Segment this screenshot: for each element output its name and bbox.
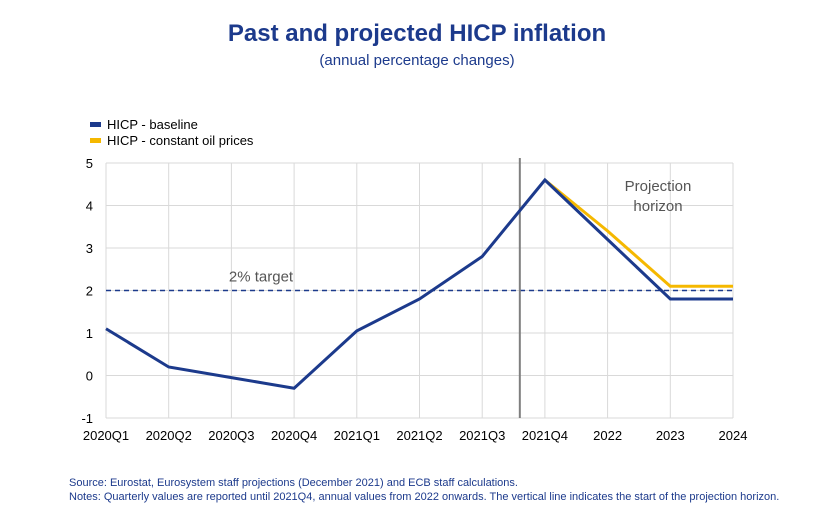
y-tick-label: 0 <box>86 369 93 384</box>
legend-label-baseline: HICP - baseline <box>107 116 198 132</box>
series-line-baseline <box>105 177 733 390</box>
legend-item-baseline: HICP - baseline <box>90 116 253 132</box>
x-tick-label: 2021Q3 <box>459 428 505 443</box>
chart-title: Past and projected HICP inflation <box>227 20 607 47</box>
x-tick-label: 2021Q4 <box>522 428 568 443</box>
y-tick-label: -1 <box>81 411 93 426</box>
legend-swatch-baseline <box>90 121 101 127</box>
x-tick-label: 2020Q4 <box>271 428 317 443</box>
target-label: 2% target <box>229 269 294 286</box>
y-tick-label: 2 <box>86 284 93 299</box>
x-tick-label: 2022 <box>593 428 622 443</box>
y-tick-label: 3 <box>86 241 93 256</box>
footer-source: Source: Eurostat, Eurosystem staff proje… <box>69 477 518 489</box>
chart-subtitle: (annual percentage changes) <box>319 52 515 69</box>
legend-item-oil: HICP - constant oil prices <box>90 132 253 148</box>
y-tick-label: 5 <box>86 156 93 171</box>
x-tick-label: 2020Q3 <box>208 428 254 443</box>
x-tick-label: 2024 <box>719 428 748 443</box>
y-tick-label: 4 <box>86 199 93 214</box>
x-tick-label: 2023 <box>656 428 685 443</box>
projection-label-line2: horizon <box>633 198 682 215</box>
legend-swatch-oil <box>90 137 101 143</box>
footer-notes: Notes: Quarterly values are reported unt… <box>69 491 780 503</box>
chart-plot: -1 0 1 2 3 4 5 2020Q1 2020Q2 2020Q3 2020Q4 2021Q1 20… <box>81 156 748 443</box>
x-tick-label: 2021Q1 <box>334 428 380 443</box>
x-tick-label: 2020Q1 <box>83 428 129 443</box>
legend-label-oil: HICP - constant oil prices <box>107 132 254 148</box>
x-tick-label: 2021Q2 <box>396 428 442 443</box>
y-tick-label: 1 <box>86 326 93 341</box>
legend: HICP - baseline HICP - constant oil pric… <box>90 116 253 148</box>
x-tick-label: 2020Q2 <box>146 428 192 443</box>
series-line-constant-oil <box>543 178 733 288</box>
projection-label-line1: Projection <box>625 178 692 195</box>
